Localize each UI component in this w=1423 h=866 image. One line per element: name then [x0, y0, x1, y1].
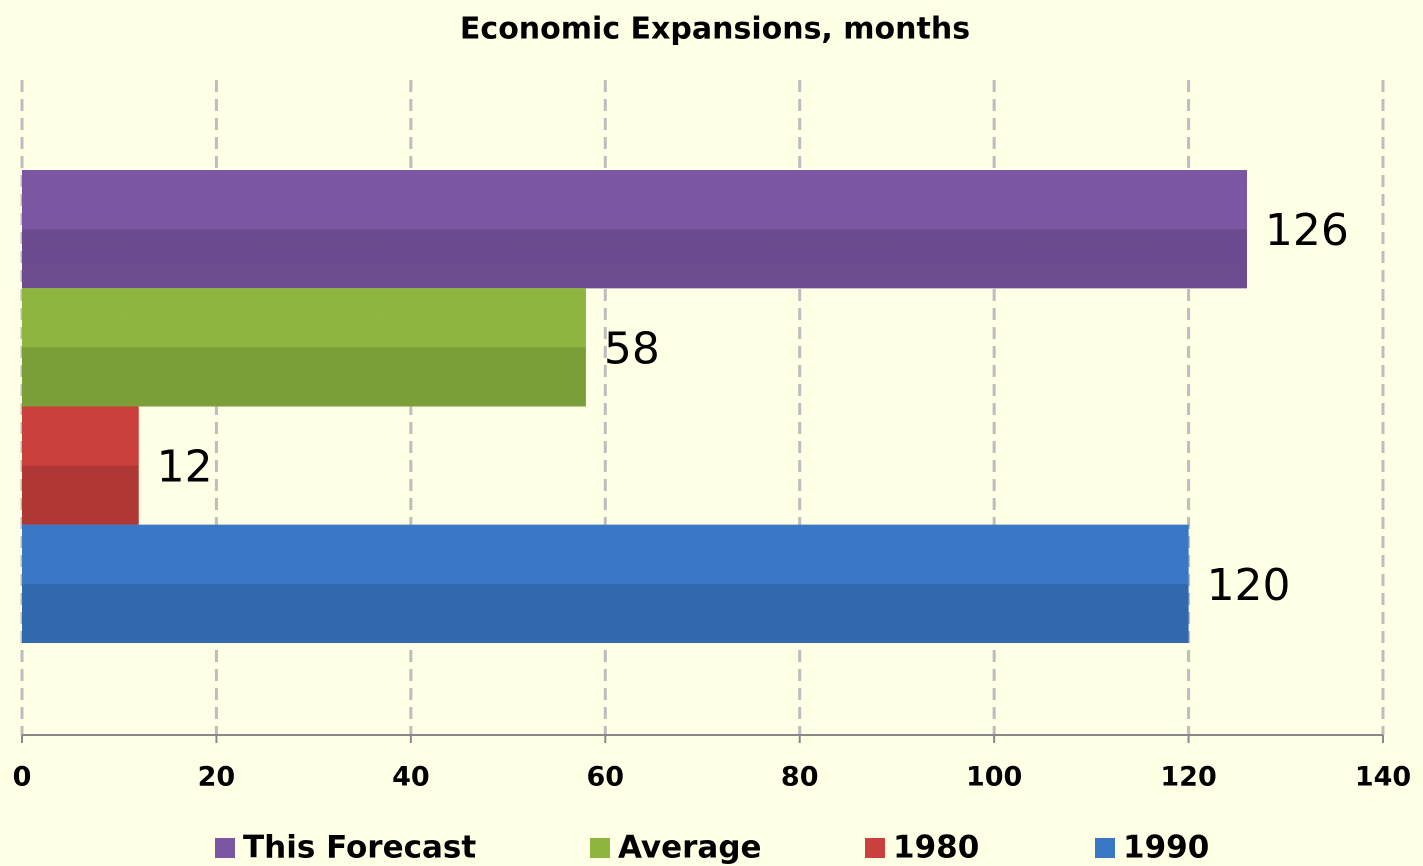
bar	[22, 288, 586, 407]
bar	[22, 170, 1247, 289]
x-tick-label: 100	[966, 762, 1022, 793]
bar	[22, 524, 1189, 643]
x-tick-label: 60	[586, 762, 624, 793]
x-tick-label: 20	[198, 762, 236, 793]
legend-label: 1990	[1123, 830, 1209, 866]
bar-dark	[22, 583, 1189, 643]
chart-title: Economic Expansions, months	[460, 12, 970, 47]
x-tick-label: 120	[1160, 762, 1216, 793]
legend-swatch	[865, 838, 885, 858]
legend-label: 1980	[893, 830, 979, 866]
data-label: 126	[1265, 205, 1349, 256]
x-tick-label: 40	[392, 762, 430, 793]
data-label: 120	[1207, 560, 1291, 611]
legend-swatch	[1095, 838, 1115, 858]
x-tick-label: 140	[1355, 762, 1411, 793]
bar	[22, 406, 139, 525]
data-label: 12	[157, 442, 213, 493]
legend-swatch	[590, 838, 610, 858]
bar-dark	[22, 465, 139, 525]
legend-label: Average	[618, 830, 762, 866]
bar-dark	[22, 347, 586, 407]
x-tick-label: 0	[13, 762, 32, 793]
data-label: 58	[604, 323, 660, 374]
bar-dark	[22, 229, 1247, 289]
x-tick-label: 80	[781, 762, 819, 793]
legend-swatch	[215, 838, 235, 858]
legend-label: This Forecast	[243, 830, 476, 866]
